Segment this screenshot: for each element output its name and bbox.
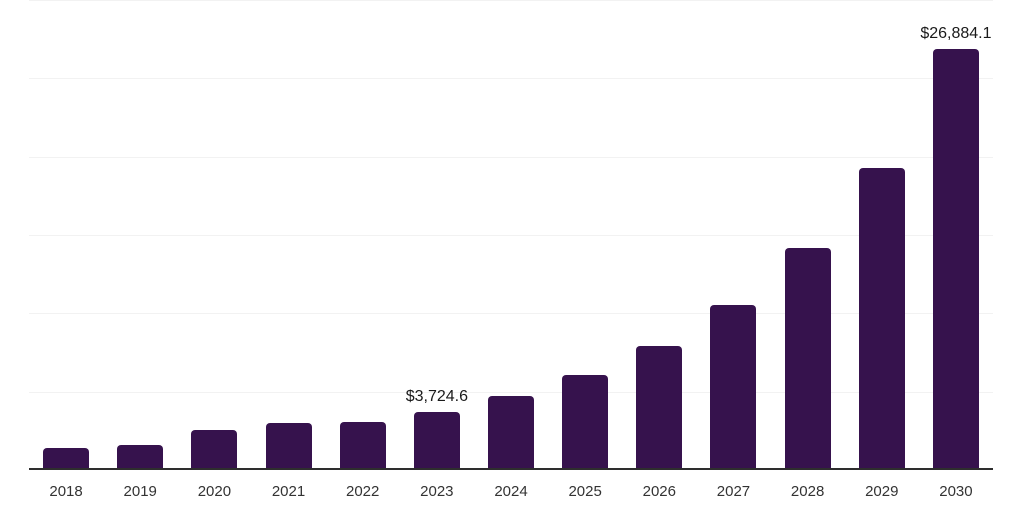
gridline-30000 bbox=[29, 0, 993, 1]
bar-2022 bbox=[339, 422, 386, 470]
x-axis-line bbox=[29, 468, 993, 470]
bar-value-label-2030: $26,884.1 bbox=[920, 24, 992, 42]
gridline-15000 bbox=[29, 235, 993, 236]
x-tick-label-2018: 2018 bbox=[49, 483, 83, 500]
bar-2029 bbox=[858, 167, 905, 470]
gridline-5000 bbox=[29, 391, 993, 393]
x-tick-label-2019: 2019 bbox=[123, 483, 157, 500]
x-tick-label-2021: 2021 bbox=[271, 483, 306, 500]
bar-2028 bbox=[784, 248, 831, 470]
bar-2021 bbox=[265, 423, 312, 470]
bar-2024 bbox=[488, 395, 534, 470]
x-tick-label-2029: 2029 bbox=[865, 483, 899, 500]
x-tick-label-2025: 2025 bbox=[568, 483, 602, 500]
bar-2023 bbox=[413, 411, 460, 470]
gridline-20000 bbox=[29, 156, 993, 158]
bar-2018 bbox=[43, 448, 90, 470]
x-tick-label-2030: 2030 bbox=[939, 483, 973, 500]
x-tick-label-2023: 2023 bbox=[420, 483, 454, 500]
bar-2026 bbox=[636, 345, 683, 470]
plot-area: $3,724.6 $26,884.1 bbox=[29, 0, 993, 470]
x-tick-label-2024: 2024 bbox=[494, 483, 528, 500]
bar-2019 bbox=[117, 444, 164, 470]
x-tick-label-2026: 2026 bbox=[642, 483, 676, 500]
bar-2027 bbox=[710, 305, 757, 470]
bar-value-label-2023: $3,724.6 bbox=[405, 387, 468, 405]
x-tick-label-2020: 2020 bbox=[197, 483, 232, 500]
x-axis-tick-labels: 2018 2019 2020 2021 2022 2023 2024 2025 2026 2027… bbox=[29, 483, 993, 503]
bar-2030 bbox=[932, 48, 979, 470]
gridline-25000 bbox=[29, 78, 993, 80]
x-tick-label-2027: 2027 bbox=[716, 483, 751, 500]
gridline-10000 bbox=[29, 313, 993, 315]
x-tick-label-2022: 2022 bbox=[346, 483, 380, 500]
bar-2020 bbox=[191, 429, 238, 470]
bar-2025 bbox=[562, 374, 609, 470]
x-tick-label-2028: 2028 bbox=[790, 483, 825, 500]
